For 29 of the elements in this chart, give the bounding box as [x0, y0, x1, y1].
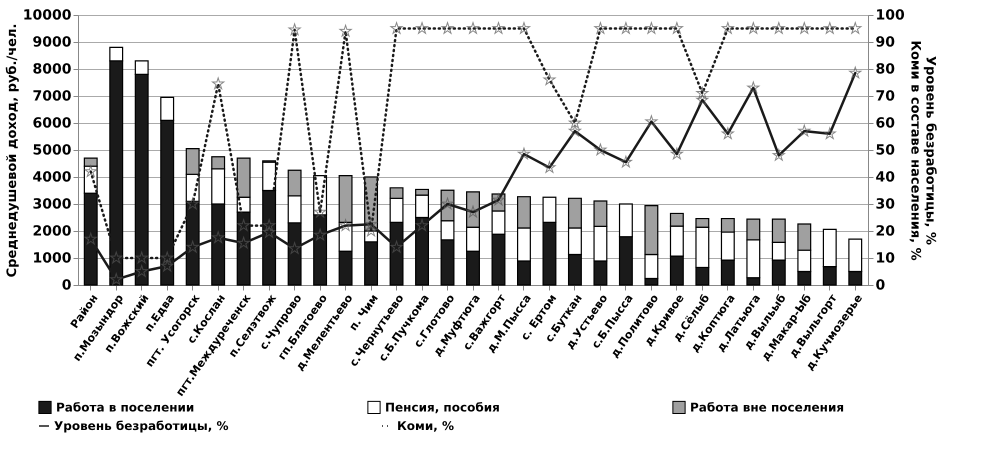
y-tick-label: 0 [62, 278, 72, 294]
y2-tick-label: 10 [876, 250, 896, 266]
legend-label: Работа вне поселения [690, 400, 844, 414]
legend-label: Уровень безработицы, % [54, 419, 229, 433]
y-tick-label: 5000 [32, 142, 72, 158]
y-tick-label: 2000 [32, 224, 72, 240]
y-tick-label: 1000 [32, 250, 72, 266]
y2-tick-label: 70 [876, 88, 896, 104]
y2-tick-label: 60 [876, 116, 896, 132]
y-tick-label: 8000 [32, 62, 72, 78]
y-tick-label: 4000 [32, 170, 72, 186]
y2-axis-title: Уровень безработицы, % Коми в составе населения, % [908, 40, 938, 261]
y2-tick-label: 90 [876, 34, 896, 50]
y-tick-label: 6000 [32, 116, 72, 132]
y2-tick-label: 20 [876, 224, 896, 240]
y-axis-title: Среднедушевой доход, руб./чел. [4, 24, 20, 278]
legend-label: Коми, % [397, 419, 454, 433]
y-tick-label: 10000 [22, 8, 72, 24]
y-tick-label: 9000 [32, 34, 72, 50]
y-tick-label: 7000 [32, 88, 72, 104]
y2-tick-label: 0 [876, 278, 886, 294]
legend-label: Пенсия, пособия [385, 400, 500, 414]
y2-tick-label: 30 [876, 196, 896, 212]
y2-tick-label: 100 [876, 8, 905, 24]
y2-tick-label: 50 [876, 142, 896, 158]
y2-tick-label: 80 [876, 62, 896, 78]
legend-label: Работа в поселении [56, 400, 194, 414]
y-tick-label: 3000 [32, 196, 72, 212]
y2-tick-label: 40 [876, 170, 896, 186]
